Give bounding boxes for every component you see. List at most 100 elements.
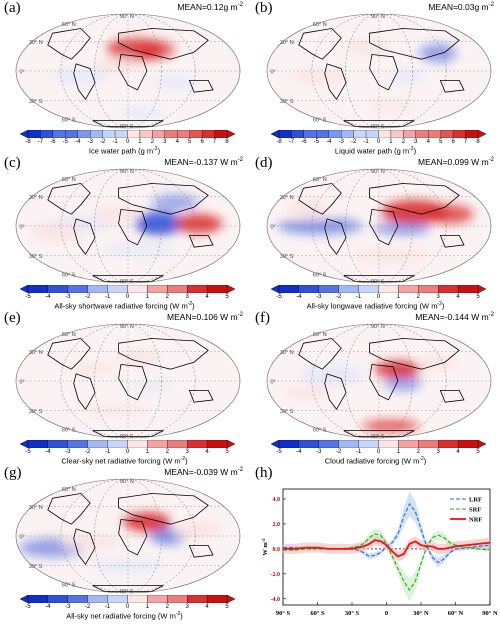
colorbar-segment: [67, 440, 88, 448]
anomaly-region: [116, 106, 164, 119]
latitude-label: 0°: [19, 69, 24, 75]
colorbar-segment: [107, 595, 128, 603]
colorbar-segment: [102, 130, 116, 138]
colorbar-tick-label: 0: [376, 139, 381, 145]
latitude-label: 60° N: [62, 177, 76, 183]
colorbar-segment: [67, 285, 88, 293]
latitude-label: 60° S: [62, 118, 76, 124]
panel-g: (g) MEAN=-0.039 W m-2 90° N 60° N 30° N 0° 30°…: [2, 465, 247, 621]
colorbar-segment: [398, 440, 419, 448]
colorbar-title-text: All-sky shortwave radiative forcing (W m: [54, 301, 188, 311]
anomaly-region: [426, 204, 474, 224]
mean-value: MEAN=-0.144 W m-2: [415, 312, 494, 322]
panel-label: (a): [4, 0, 21, 16]
latitude-label: 30° S: [29, 99, 43, 105]
colorbar-segment: [214, 130, 228, 138]
colorbar-title-close: ): [180, 611, 183, 621]
colorbar-tick-label: 6: [200, 139, 204, 145]
colorbar-tick-label: -6: [50, 139, 56, 145]
colorbar-title-text: Cloud radiative forcing (W m: [324, 456, 420, 466]
latitude-label: 30° S: [29, 254, 43, 260]
mean-exponent: -2: [237, 312, 243, 319]
anomaly-region: [284, 385, 332, 400]
latitude-label: 90° S: [120, 589, 134, 595]
colorbar-min-arrow: [271, 440, 280, 448]
colorbar: [271, 285, 486, 293]
y-tick-label: 2.0: [273, 522, 281, 528]
colorbar-segment: [291, 130, 305, 138]
latitude-label: 30° N: [29, 350, 43, 356]
anomaly-region: [291, 68, 349, 86]
colorbar-min-arrow: [271, 130, 280, 138]
mean-value: MEAN=-0.137 W m-2: [164, 157, 243, 167]
colorbar-segment: [457, 440, 479, 448]
colorbar-tick-label: -6: [301, 139, 307, 145]
colorbar-tick-label: 4: [205, 449, 209, 455]
colorbar-segment: [47, 440, 68, 448]
anomaly-region: [135, 211, 183, 236]
colorbar-segment: [65, 130, 78, 138]
colorbar-segment: [147, 595, 168, 603]
latitude-label: 0°: [19, 534, 24, 540]
colorbar-tick-label: 2: [416, 449, 420, 455]
colorbar-tick-label: -2: [85, 604, 91, 610]
colorbar-tick-label: -5: [25, 604, 31, 610]
latitude-label: 60° N: [313, 332, 327, 338]
colorbar-title-close: ): [185, 456, 188, 466]
anomaly-region: [284, 200, 332, 217]
colorbar-segment: [152, 130, 165, 138]
colorbar-tick-label: -1: [104, 604, 111, 610]
colorbar-segment: [358, 285, 379, 293]
colorbar-tick-label: 5: [225, 449, 229, 455]
colorbar-segment: [187, 440, 208, 448]
colorbar-tick-label: -5: [313, 139, 319, 145]
colorbar-tick-label: 4: [205, 604, 209, 610]
colorbar-tick-label: 7: [463, 139, 468, 145]
latitude-label: 60° N: [313, 177, 327, 183]
colorbar-segment: [365, 130, 379, 138]
latitude-label: 60° S: [62, 583, 76, 589]
panel-label: (c): [4, 155, 21, 171]
colorbar-tick-label: -1: [355, 449, 362, 455]
colorbar-segment: [52, 130, 66, 138]
colorbar-tick-label: 2: [165, 449, 169, 455]
colorbar-segment: [127, 285, 148, 293]
y-tick-label: 4.0: [273, 497, 281, 503]
colorbar-min-arrow: [20, 595, 29, 603]
colorbar-tick-label: 5: [188, 139, 192, 145]
mollweide-map: 90° N 60° N 30° N 0° 30° S 60° S 90° S: [266, 168, 492, 285]
colorbar-segment: [127, 130, 141, 138]
colorbar-title: Liquid water path (g m-2): [253, 146, 498, 156]
colorbar-tick-label: -2: [99, 139, 106, 145]
anomaly-region: [92, 58, 140, 73]
latitude-label: 0°: [270, 69, 275, 75]
panel-f: (f) MEAN=-0.144 W m-2 90° N 60° N 30° N 0° 30°…: [253, 310, 498, 466]
colorbar-title-exponent: -2: [419, 456, 424, 462]
colorbar-segment: [378, 285, 399, 293]
colorbar-segment: [187, 285, 208, 293]
y-axis-label-text: W m: [262, 542, 269, 556]
colorbar-tick-label: -2: [85, 449, 91, 455]
colorbar-tick-label: 4: [456, 294, 460, 300]
colorbar-title-exponent: -2: [187, 301, 193, 307]
mean-exponent: -2: [237, 157, 243, 164]
anomaly-region: [83, 404, 150, 417]
colorbar-tick-label: -1: [112, 139, 118, 145]
colorbar-segment: [341, 130, 354, 138]
colorbar-segment: [206, 595, 228, 603]
latitude-label: 0°: [270, 224, 275, 230]
colorbar-segment: [167, 440, 188, 448]
mollweide-map: 90° N 60° N 30° N 0° 30° S 60° S 90° S: [15, 323, 241, 440]
latitude-label: 60° S: [62, 273, 76, 279]
legend-label: LRF: [469, 497, 482, 504]
colorbar-segment: [390, 130, 404, 138]
colorbar-title: All-sky shortwave radiative forcing (W m…: [2, 301, 247, 311]
colorbar-tick-label: 0: [125, 449, 130, 455]
colorbar-max-arrow: [226, 595, 235, 603]
colorbar: [271, 130, 486, 138]
series-line-nrf: [283, 539, 491, 558]
colorbar-tick-label: 2: [165, 604, 169, 610]
colorbar-max-arrow: [226, 285, 235, 293]
colorbar-tick-label: 7: [212, 139, 217, 145]
colorbar-segment: [415, 130, 429, 138]
